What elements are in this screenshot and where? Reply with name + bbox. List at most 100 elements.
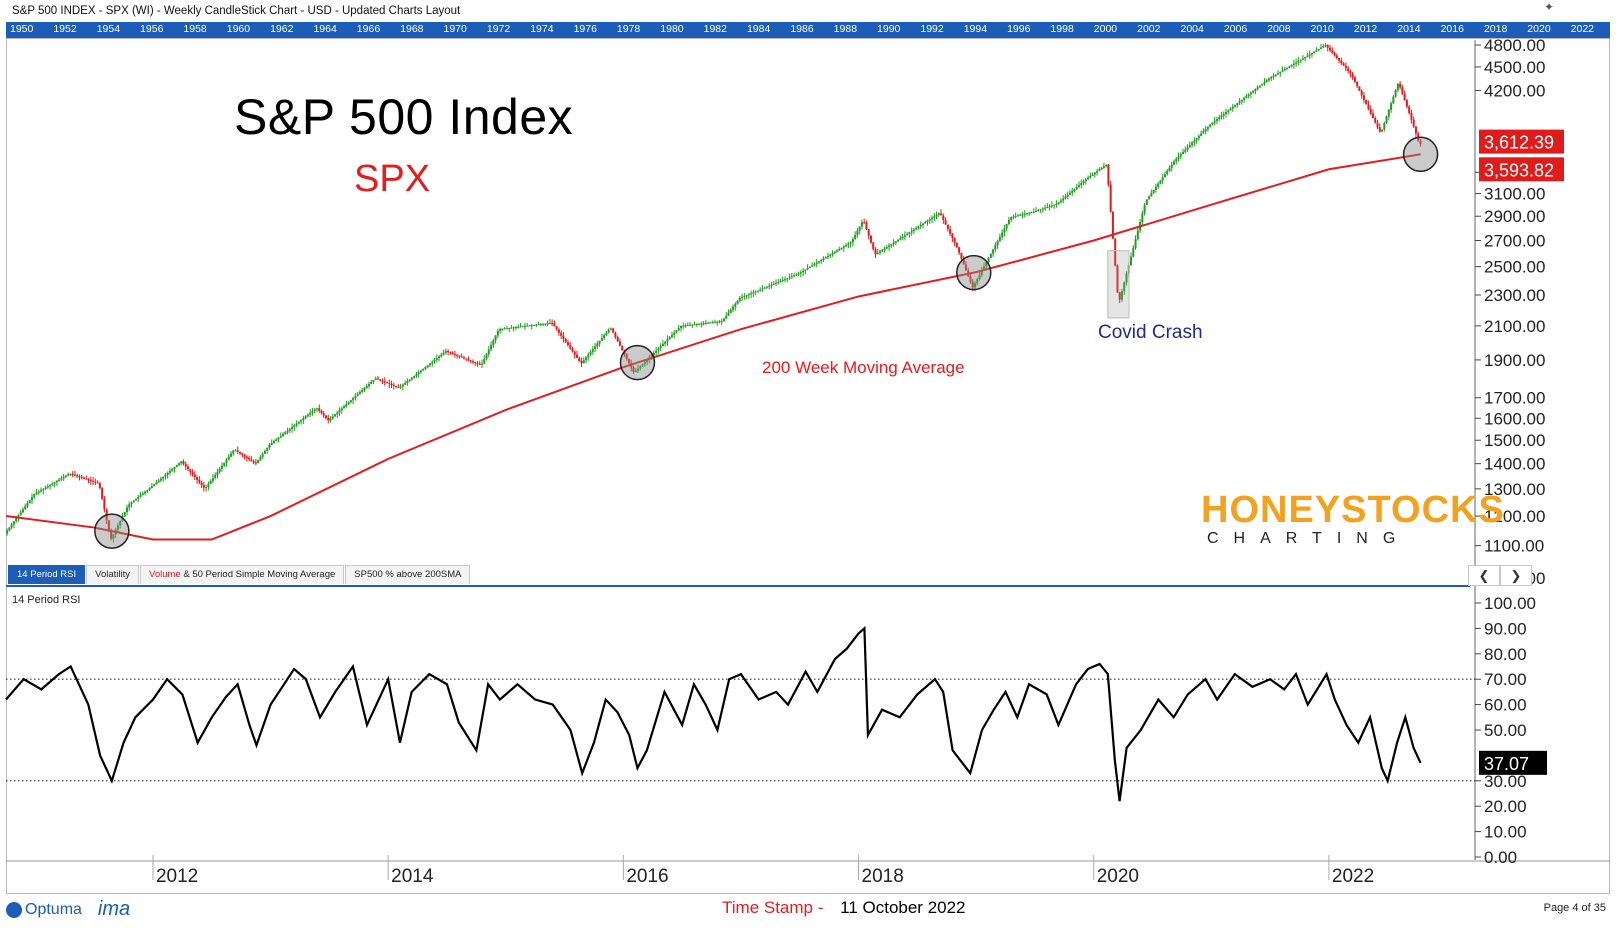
candle-body <box>958 247 961 253</box>
rsi-tick-label: 30.00 <box>1484 772 1527 791</box>
tab-rsi[interactable]: 14 Period RSI <box>8 565 86 584</box>
decade-label-1990[interactable]: 1990 <box>877 23 901 35</box>
decade-label-2012[interactable]: 2012 <box>1353 23 1378 35</box>
candle-body <box>254 462 257 464</box>
candle-body <box>92 480 95 482</box>
candle-body <box>184 463 187 467</box>
decade-label-1998[interactable]: 1998 <box>1050 23 1074 35</box>
tab-volatility[interactable]: Volatility <box>86 565 140 584</box>
candle-body <box>849 242 852 244</box>
candle-body <box>964 264 967 271</box>
decade-label-1968[interactable]: 1968 <box>400 23 424 35</box>
candle-body <box>931 217 934 220</box>
candle-body <box>1383 122 1386 130</box>
decade-label-1966[interactable]: 1966 <box>356 23 381 35</box>
chevron-left-icon[interactable]: ❮ <box>1468 565 1500 586</box>
decade-label-2010[interactable]: 2010 <box>1310 23 1334 35</box>
candle-body <box>499 328 502 332</box>
price-tick-label: 2100.00 <box>1484 317 1545 336</box>
decade-label-1996[interactable]: 1996 <box>1007 23 1031 35</box>
decade-label-1992[interactable]: 1992 <box>920 23 944 35</box>
candle-body <box>745 295 748 297</box>
decade-label-1958[interactable]: 1958 <box>183 23 207 35</box>
decade-label-1972[interactable]: 1972 <box>486 23 511 35</box>
candle-body <box>449 351 452 353</box>
candle-body <box>761 288 764 290</box>
decade-label-1950[interactable]: 1950 <box>10 23 34 35</box>
candle-body <box>919 225 922 227</box>
candle-body <box>279 435 282 438</box>
candle-body <box>1290 65 1293 67</box>
decade-label-1978[interactable]: 1978 <box>616 23 641 35</box>
candle-body <box>892 242 895 245</box>
decade-label-2002[interactable]: 2002 <box>1137 23 1161 35</box>
moving-average-annotation: 200 Week Moving Average <box>762 358 965 377</box>
tab-sp500-above-200sma[interactable]: SP500 % above 200SMA <box>345 565 471 584</box>
decade-label-2018[interactable]: 2018 <box>1483 23 1508 35</box>
candle-body <box>42 488 45 491</box>
chevron-right-icon[interactable]: ❯ <box>1500 565 1532 586</box>
candle-body <box>987 257 990 263</box>
candle-body <box>1107 164 1110 185</box>
decade-label-2008[interactable]: 2008 <box>1267 23 1291 35</box>
decade-label-2014[interactable]: 2014 <box>1397 23 1421 35</box>
decade-label-1988[interactable]: 1988 <box>833 23 858 35</box>
candle-body <box>444 351 447 353</box>
candle-body <box>187 466 190 470</box>
candle-body <box>1274 74 1277 76</box>
decade-label-2016[interactable]: 2016 <box>1440 23 1464 35</box>
decade-label-2022[interactable]: 2022 <box>1570 23 1594 35</box>
decade-label-1984[interactable]: 1984 <box>746 23 771 35</box>
decade-label-1980[interactable]: 1980 <box>660 23 684 35</box>
candle-body <box>1286 67 1289 70</box>
candle-body <box>1283 69 1286 71</box>
candle-body <box>487 349 490 355</box>
candle-body <box>754 291 757 293</box>
price-tick-label: 2500.00 <box>1484 258 1545 277</box>
candle-body <box>1240 99 1243 102</box>
decade-label-1964[interactable]: 1964 <box>313 23 337 35</box>
decade-label-1956[interactable]: 1956 <box>140 23 164 35</box>
decade-label-1954[interactable]: 1954 <box>96 23 121 35</box>
candle-body <box>962 258 965 265</box>
candle-body <box>765 286 768 288</box>
candle-body <box>1358 86 1361 91</box>
candle-body <box>951 233 954 239</box>
price-badge-label: 3,593.82 <box>1484 160 1554 180</box>
decade-label-1994[interactable]: 1994 <box>963 23 988 35</box>
candle-body <box>833 251 836 254</box>
pin-icon[interactable]: ✦ <box>1543 0 1554 14</box>
decade-label-2020[interactable]: 2020 <box>1527 23 1551 35</box>
candle-body <box>594 346 597 350</box>
candle-body <box>1288 66 1291 68</box>
candle-body <box>417 372 420 375</box>
decade-label-2006[interactable]: 2006 <box>1223 23 1248 35</box>
candle-body <box>616 337 619 342</box>
candle-body <box>589 351 592 355</box>
rsi-tick-label: 90.00 <box>1484 619 1527 638</box>
candle-body <box>1037 210 1040 212</box>
candle-body <box>526 325 529 327</box>
candle-body <box>67 474 70 476</box>
decade-label-2004[interactable]: 2004 <box>1180 23 1204 35</box>
decade-label-1960[interactable]: 1960 <box>226 23 251 35</box>
decade-label-1970[interactable]: 1970 <box>443 23 467 35</box>
candle-body <box>591 349 594 352</box>
candle-body <box>732 306 735 310</box>
candle-body <box>388 383 391 385</box>
decade-navigator[interactable]: 1950 1952 1954 1956 1958 1960 1962 1964 1966 1968… <box>6 22 1610 38</box>
candle-body <box>53 482 56 484</box>
decade-label-1962[interactable]: 1962 <box>270 23 294 35</box>
decade-label-1986[interactable]: 1986 <box>790 23 814 35</box>
ma-touch-circle <box>956 254 992 291</box>
decade-label-1982[interactable]: 1982 <box>703 23 727 35</box>
decade-label-2000[interactable]: 2000 <box>1093 23 1118 35</box>
candle-body <box>250 459 253 461</box>
decade-label-1974[interactable]: 1974 <box>530 23 554 35</box>
candle-body <box>510 327 513 329</box>
tab-volume[interactable]: Volume & 50 Period Simple Moving Average <box>140 565 345 584</box>
decade-label-1976[interactable]: 1976 <box>573 23 597 35</box>
decade-label-1952[interactable]: 1952 <box>53 23 77 35</box>
candle-body <box>845 245 848 247</box>
candle-body <box>485 354 488 359</box>
